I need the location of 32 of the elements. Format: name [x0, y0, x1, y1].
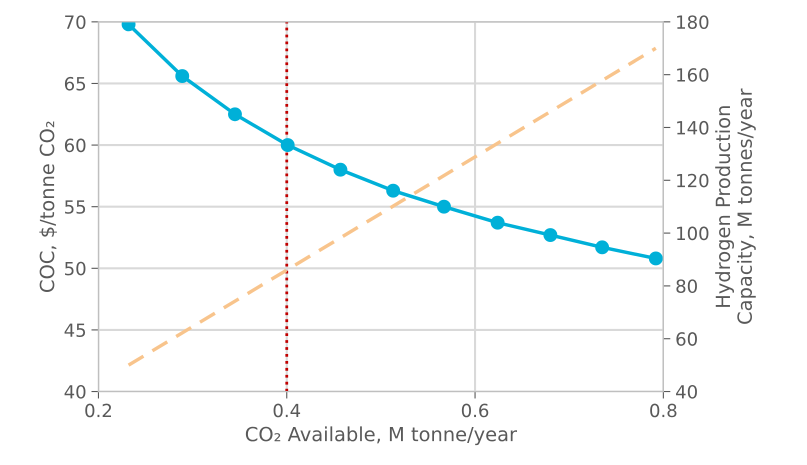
point: [280, 138, 295, 152]
point: [175, 69, 190, 84]
y-tick-label: 60: [64, 138, 86, 152]
y-tick-label: 40: [64, 384, 86, 399]
x-tick-label: 0.4: [274, 404, 300, 418]
y2-tick-label: 40: [676, 384, 697, 399]
x-tick-label: 0.6: [462, 404, 488, 418]
y2-tick-label: 100: [677, 226, 708, 240]
y2-axis-title: Hydrogen Production Capacity, M tonnes/year: [715, 88, 756, 324]
y-tick-label: 45: [64, 324, 86, 338]
x-tick-label: 0.8: [650, 404, 676, 418]
y2-tick-label: 140: [677, 120, 708, 135]
point: [386, 184, 400, 198]
point: [490, 216, 505, 230]
y-tick-label: 55: [65, 200, 86, 214]
y2-tick-label: 80: [676, 279, 697, 294]
point: [228, 107, 242, 122]
y2-tick-label: 120: [677, 174, 708, 188]
y2-tick-label: 180: [677, 15, 708, 29]
y-tick-label: 65: [64, 76, 86, 91]
x-axis-title: CO₂ Available, M tonne/year: [246, 426, 518, 446]
y2-tick-label: 160: [677, 68, 708, 82]
point: [333, 162, 348, 177]
point: [595, 240, 610, 254]
y-tick-label: 50: [65, 262, 86, 276]
y-tick-label: 70: [65, 15, 86, 29]
y-axis-title: COC, $/tonne CO₂: [39, 122, 57, 292]
x-tick-label: 0.2: [85, 404, 112, 418]
y2-tick-label: 60: [676, 332, 697, 346]
point: [543, 228, 558, 242]
point: [437, 200, 451, 214]
point: [648, 252, 663, 266]
